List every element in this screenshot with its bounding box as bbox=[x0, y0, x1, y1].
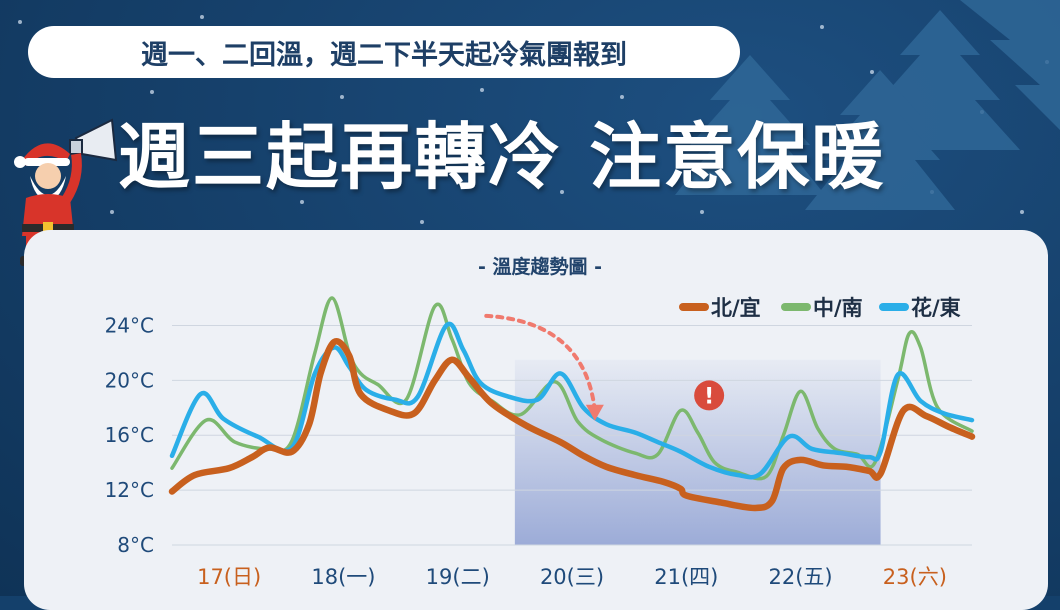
snowflake bbox=[18, 20, 22, 24]
warning-icon-glyph: ! bbox=[704, 384, 714, 409]
subtitle-text: 週一、二回溫，週二下半天起冷氣團報到 bbox=[141, 39, 627, 71]
snowflake bbox=[420, 220, 424, 224]
y-tick-label: 20°C bbox=[105, 368, 154, 392]
snowflake bbox=[340, 95, 344, 99]
temperature-chart: 24°C 20°C 16°C 12°C 8°C 17(日) 18(一) 19(二) 20(三) 2… bbox=[105, 296, 976, 589]
snowflake bbox=[560, 190, 564, 194]
x-tick-label: 22(五) bbox=[769, 565, 833, 589]
snowflake bbox=[300, 200, 304, 204]
legend-label: 北/宜 bbox=[711, 296, 761, 320]
megaphone-icon bbox=[69, 118, 118, 162]
x-tick-label: 19(二) bbox=[426, 565, 490, 589]
snowflake bbox=[700, 210, 704, 214]
snowflake bbox=[150, 90, 154, 94]
x-tick-label: 17(日) bbox=[197, 565, 261, 589]
snowflake bbox=[480, 88, 484, 92]
x-tick-label: 20(三) bbox=[540, 565, 604, 589]
series-line-1 bbox=[168, 338, 976, 512]
chart-title: - 溫度趨勢圖 - bbox=[477, 256, 602, 278]
trend-arrow-icon bbox=[484, 313, 597, 413]
snowflake bbox=[620, 95, 624, 99]
y-tick-label: 16°C bbox=[105, 423, 154, 447]
y-tick-label: 12°C bbox=[105, 478, 154, 502]
trend-arrow-head bbox=[585, 404, 604, 421]
snowflake bbox=[870, 70, 874, 74]
y-tick-label: 8°C bbox=[117, 533, 154, 557]
y-tick-label: 24°C bbox=[105, 313, 154, 337]
christmas-tree-icon bbox=[675, 0, 1060, 210]
legend-label: 中/南 bbox=[813, 296, 863, 320]
snowflake bbox=[110, 210, 114, 214]
x-tick-label: 21(四) bbox=[654, 565, 718, 589]
subtitle-banner: 週一、二回溫，週二下半天起冷氣團報到 bbox=[28, 26, 740, 78]
snowflake bbox=[1020, 210, 1024, 214]
snowflake bbox=[200, 15, 204, 19]
snowflake bbox=[820, 25, 824, 29]
x-tick-label: 18(一) bbox=[311, 565, 375, 589]
legend-label: 花/東 bbox=[911, 296, 961, 320]
warning-icon bbox=[694, 380, 725, 411]
page-headline: 週三起再轉冷 注意保暖 bbox=[118, 115, 886, 199]
x-tick-label: 23(六) bbox=[883, 565, 947, 589]
